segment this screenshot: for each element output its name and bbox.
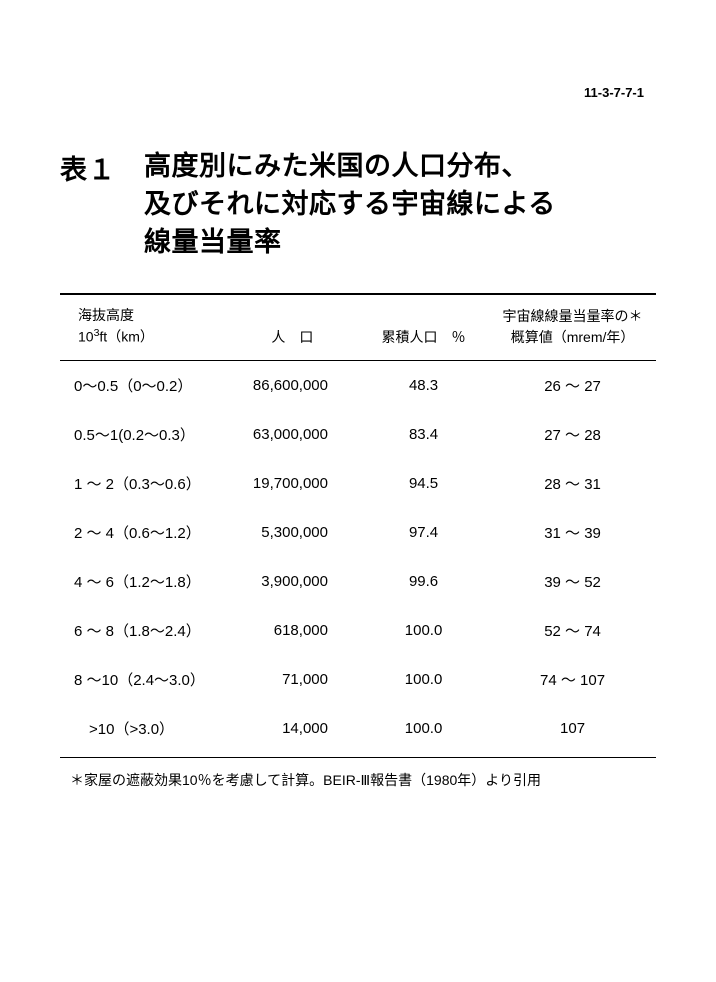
- table-row: 8 ～10（2.4～3.0）71,000100.074 ～ 107: [60, 655, 656, 704]
- header-altitude: 海抜高度 103ft（km）: [60, 294, 227, 360]
- cell-cumulative: 100.0: [358, 655, 489, 704]
- table-row: 4 ～ 6（1.2～1.8）3,900,00099.639 ～ 52: [60, 557, 656, 606]
- title-block: 表１ 高度別にみた米国の人口分布、 及びそれに対応する宇宙線による 線量当量率: [60, 148, 656, 261]
- cell-altitude: 2 ～ 4（0.6～1.2）: [60, 508, 227, 557]
- cell-dose: 107: [489, 704, 656, 758]
- cell-altitude: >10（>3.0）: [60, 704, 227, 758]
- table-row: 2 ～ 4（0.6～1.2）5,300,00097.431 ～ 39: [60, 508, 656, 557]
- content-area: 表１ 高度別にみた米国の人口分布、 及びそれに対応する宇宙線による 線量当量率 …: [0, 0, 716, 790]
- cell-altitude: 4 ～ 6（1.2～1.8）: [60, 557, 227, 606]
- cell-altitude: 0.5～1(0.2～0.3）: [60, 410, 227, 459]
- cell-dose: 28 ～ 31: [489, 459, 656, 508]
- footnote: ＊家屋の遮蔽効果10％を考慮して計算。BEIR-Ⅲ報告書（1980年）より引用: [60, 770, 656, 790]
- page-number: 11-3-7-7-1: [584, 85, 644, 100]
- table-row: >10（>3.0）14,000100.0107: [60, 704, 656, 758]
- cell-population: 86,600,000: [227, 361, 358, 411]
- header-cumulative: 累積人口 ％: [358, 294, 489, 360]
- header-dose-line2: 概算値（mrem/年）: [511, 329, 635, 345]
- cell-cumulative: 99.6: [358, 557, 489, 606]
- cell-cumulative: 94.5: [358, 459, 489, 508]
- cell-population: 3,900,000: [227, 557, 358, 606]
- cell-population: 71,000: [227, 655, 358, 704]
- cell-altitude: 0～0.5（0～0.2）: [60, 361, 227, 411]
- cell-dose: 52 ～ 74: [489, 606, 656, 655]
- table-row: 1 ～ 2（0.3～0.6）19,700,00094.528 ～ 31: [60, 459, 656, 508]
- title-line-1: 高度別にみた米国の人口分布、: [144, 151, 529, 181]
- cell-altitude: 1 ～ 2（0.3～0.6）: [60, 459, 227, 508]
- header-dose: 宇宙線線量当量率の＊ 概算値（mrem/年）: [489, 294, 656, 360]
- title-text: 高度別にみた米国の人口分布、 及びそれに対応する宇宙線による 線量当量率: [144, 148, 556, 261]
- cell-population: 63,000,000: [227, 410, 358, 459]
- header-altitude-line1: 海抜高度: [78, 307, 134, 323]
- cell-dose: 74 ～ 107: [489, 655, 656, 704]
- cell-dose: 26 ～ 27: [489, 361, 656, 411]
- table-label: 表１: [60, 148, 116, 187]
- cell-cumulative: 100.0: [358, 704, 489, 758]
- table-body: 0～0.5（0～0.2）86,600,00048.326 ～ 270.5～1(0…: [60, 361, 656, 758]
- cell-altitude: 8 ～10（2.4～3.0）: [60, 655, 227, 704]
- cell-altitude: 6 ～ 8（1.8～2.4）: [60, 606, 227, 655]
- data-table: 海抜高度 103ft（km） 人 口 累積人口 ％ 宇宙線線量当量率の＊ 概算値…: [60, 293, 656, 758]
- header-population: 人 口: [227, 294, 358, 360]
- table-header-row: 海抜高度 103ft（km） 人 口 累積人口 ％ 宇宙線線量当量率の＊ 概算値…: [60, 294, 656, 360]
- cell-population: 5,300,000: [227, 508, 358, 557]
- header-altitude-line2-prefix: 10: [78, 329, 94, 345]
- cell-population: 19,700,000: [227, 459, 358, 508]
- cell-cumulative: 100.0: [358, 606, 489, 655]
- cell-dose: 39 ～ 52: [489, 557, 656, 606]
- cell-dose: 27 ～ 28: [489, 410, 656, 459]
- cell-population: 618,000: [227, 606, 358, 655]
- header-altitude-line2-suffix: ft（km）: [99, 329, 153, 345]
- table-row: 0～0.5（0～0.2）86,600,00048.326 ～ 27: [60, 361, 656, 411]
- table-row: 0.5～1(0.2～0.3）63,000,00083.427 ～ 28: [60, 410, 656, 459]
- cell-population: 14,000: [227, 704, 358, 758]
- title-line-3: 線量当量率: [144, 227, 282, 257]
- header-dose-line1: 宇宙線線量当量率の＊: [503, 308, 643, 324]
- title-line-2: 及びそれに対応する宇宙線による: [144, 189, 556, 219]
- cell-cumulative: 83.4: [358, 410, 489, 459]
- cell-cumulative: 97.4: [358, 508, 489, 557]
- table-row: 6 ～ 8（1.8～2.4）618,000100.052 ～ 74: [60, 606, 656, 655]
- cell-dose: 31 ～ 39: [489, 508, 656, 557]
- cell-cumulative: 48.3: [358, 361, 489, 411]
